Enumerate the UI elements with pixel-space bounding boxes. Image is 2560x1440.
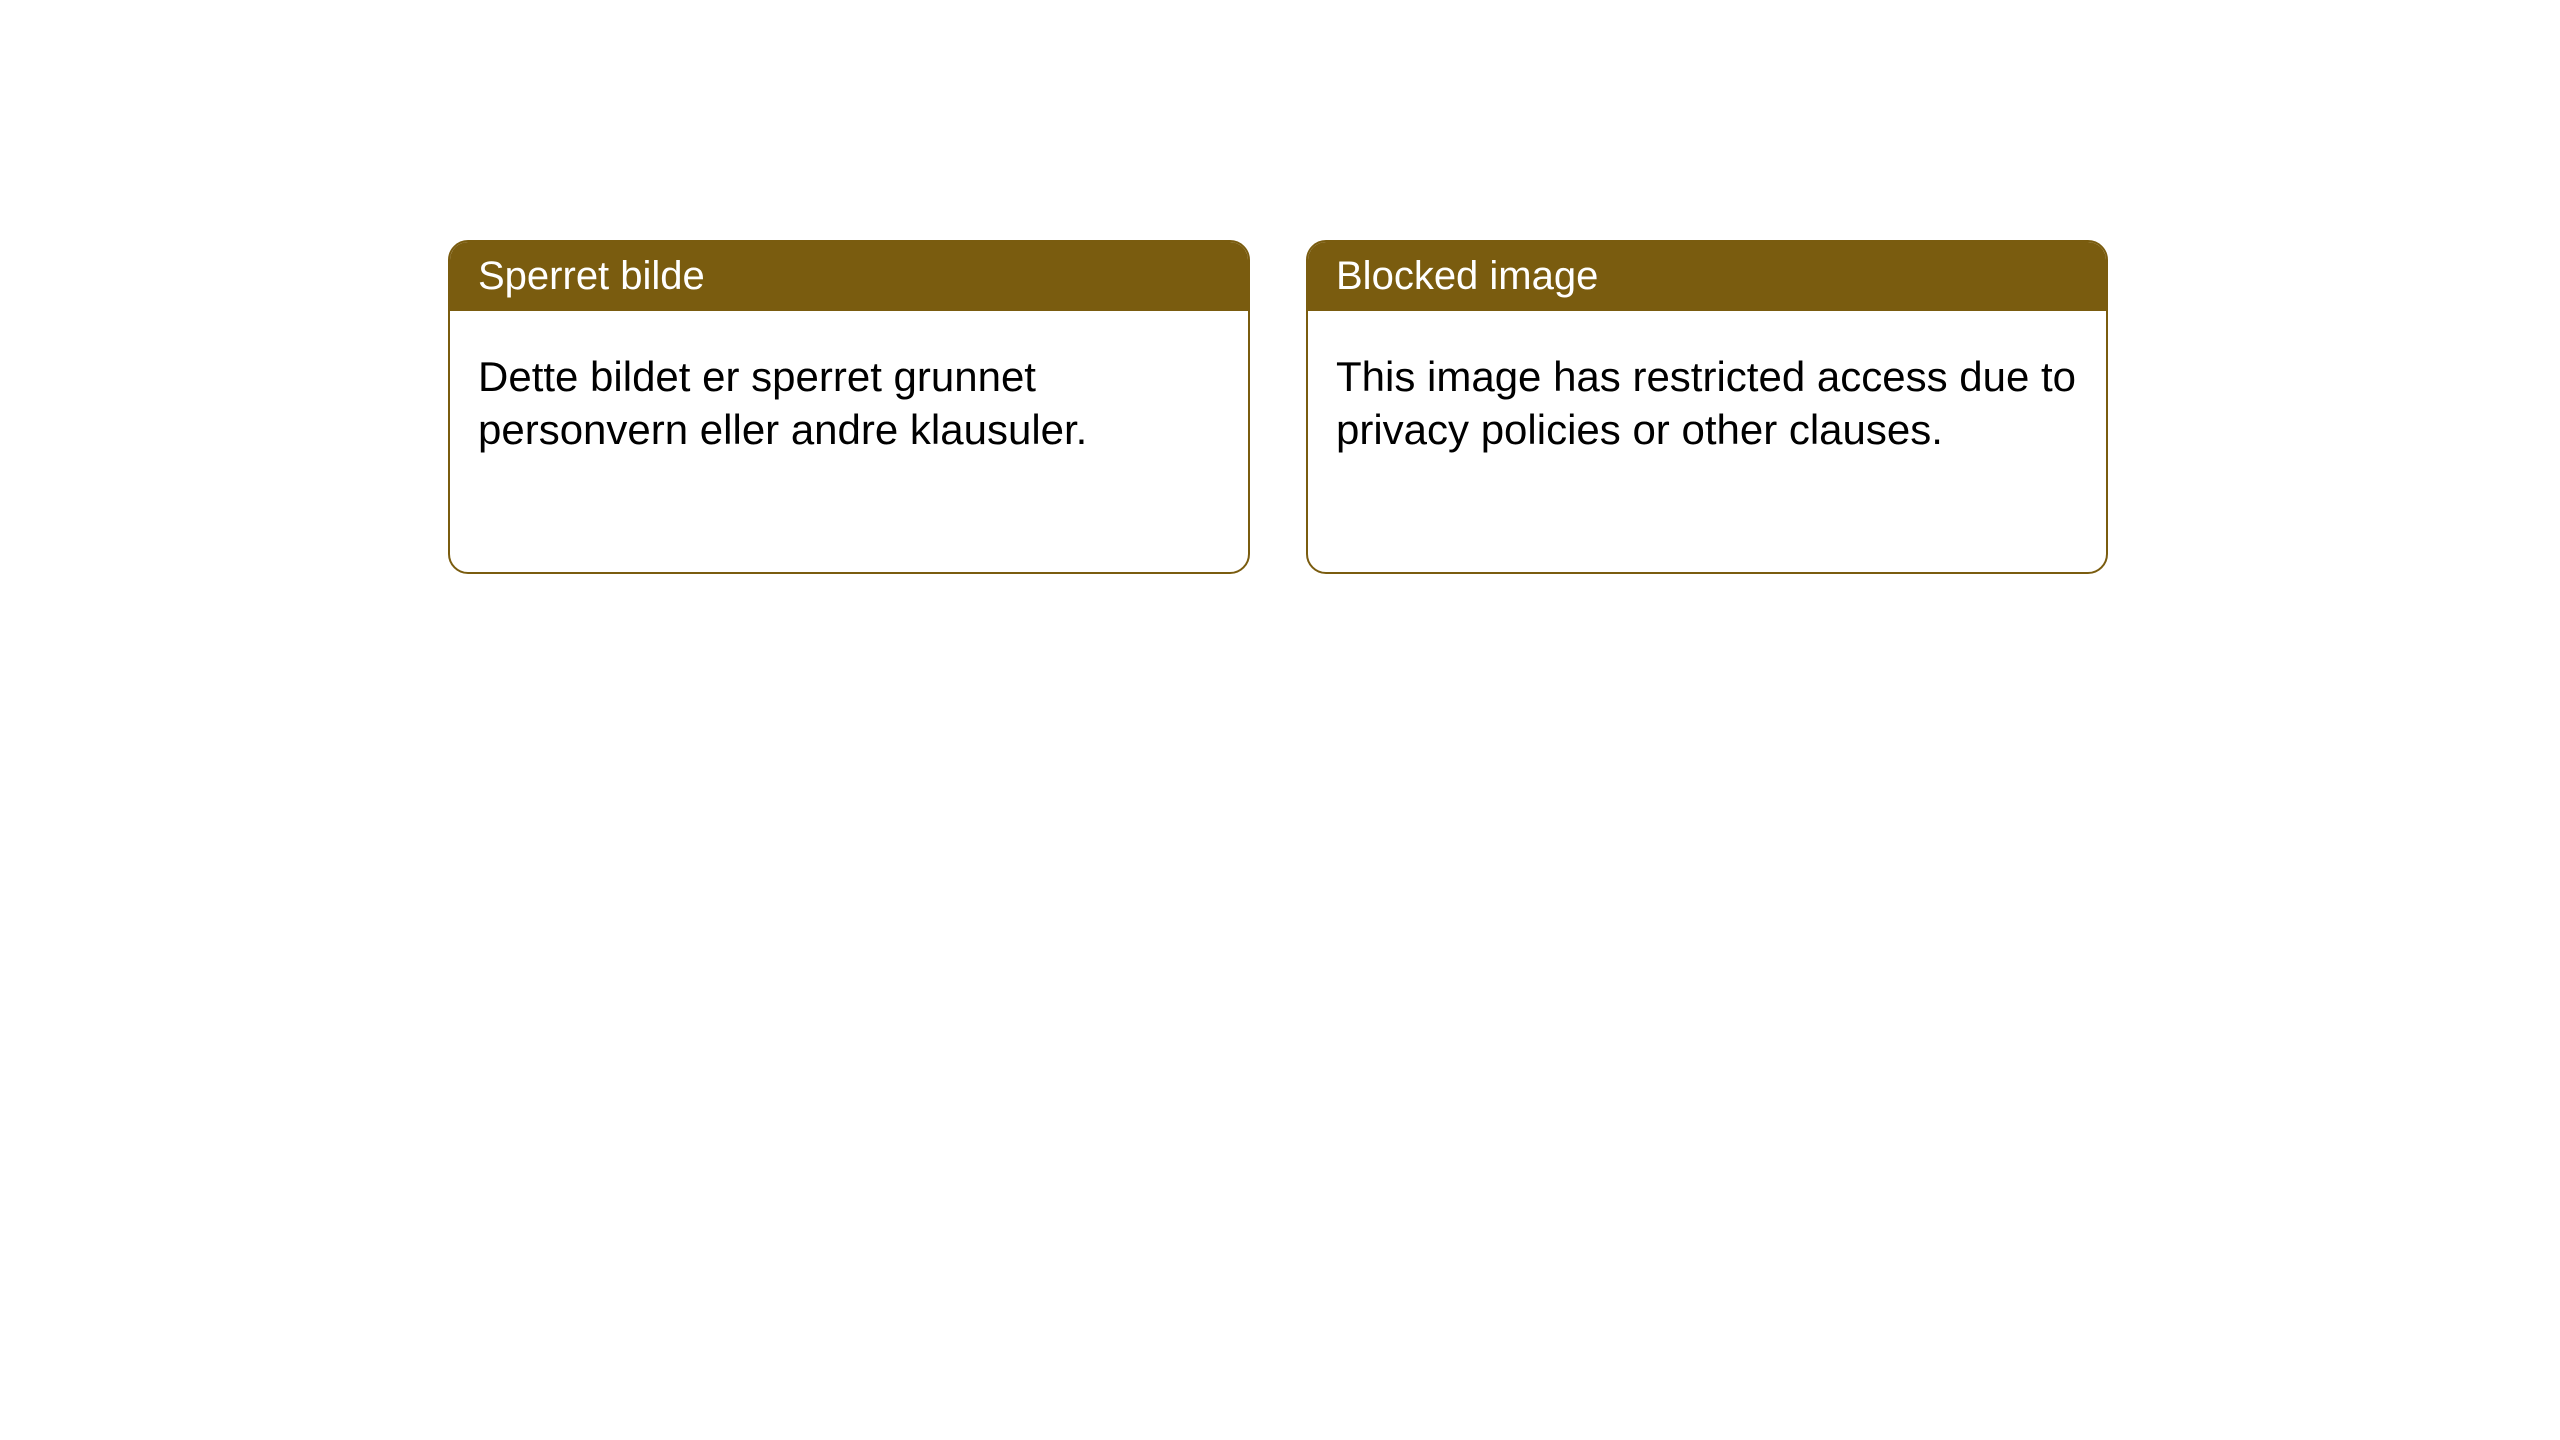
notice-card-title: Sperret bilde: [478, 254, 705, 298]
notice-card-english: Blocked image This image has restricted …: [1306, 240, 2108, 574]
notice-card-header: Blocked image: [1308, 242, 2106, 311]
notice-card-title: Blocked image: [1336, 254, 1598, 298]
notice-card-body: This image has restricted access due to …: [1308, 311, 2106, 496]
notice-card-norwegian: Sperret bilde Dette bildet er sperret gr…: [448, 240, 1250, 574]
notice-card-body: Dette bildet er sperret grunnet personve…: [450, 311, 1248, 496]
notice-card-container: Sperret bilde Dette bildet er sperret gr…: [0, 0, 2560, 574]
notice-card-text: Dette bildet er sperret grunnet personve…: [478, 353, 1087, 453]
notice-card-header: Sperret bilde: [450, 242, 1248, 311]
notice-card-text: This image has restricted access due to …: [1336, 353, 2076, 453]
